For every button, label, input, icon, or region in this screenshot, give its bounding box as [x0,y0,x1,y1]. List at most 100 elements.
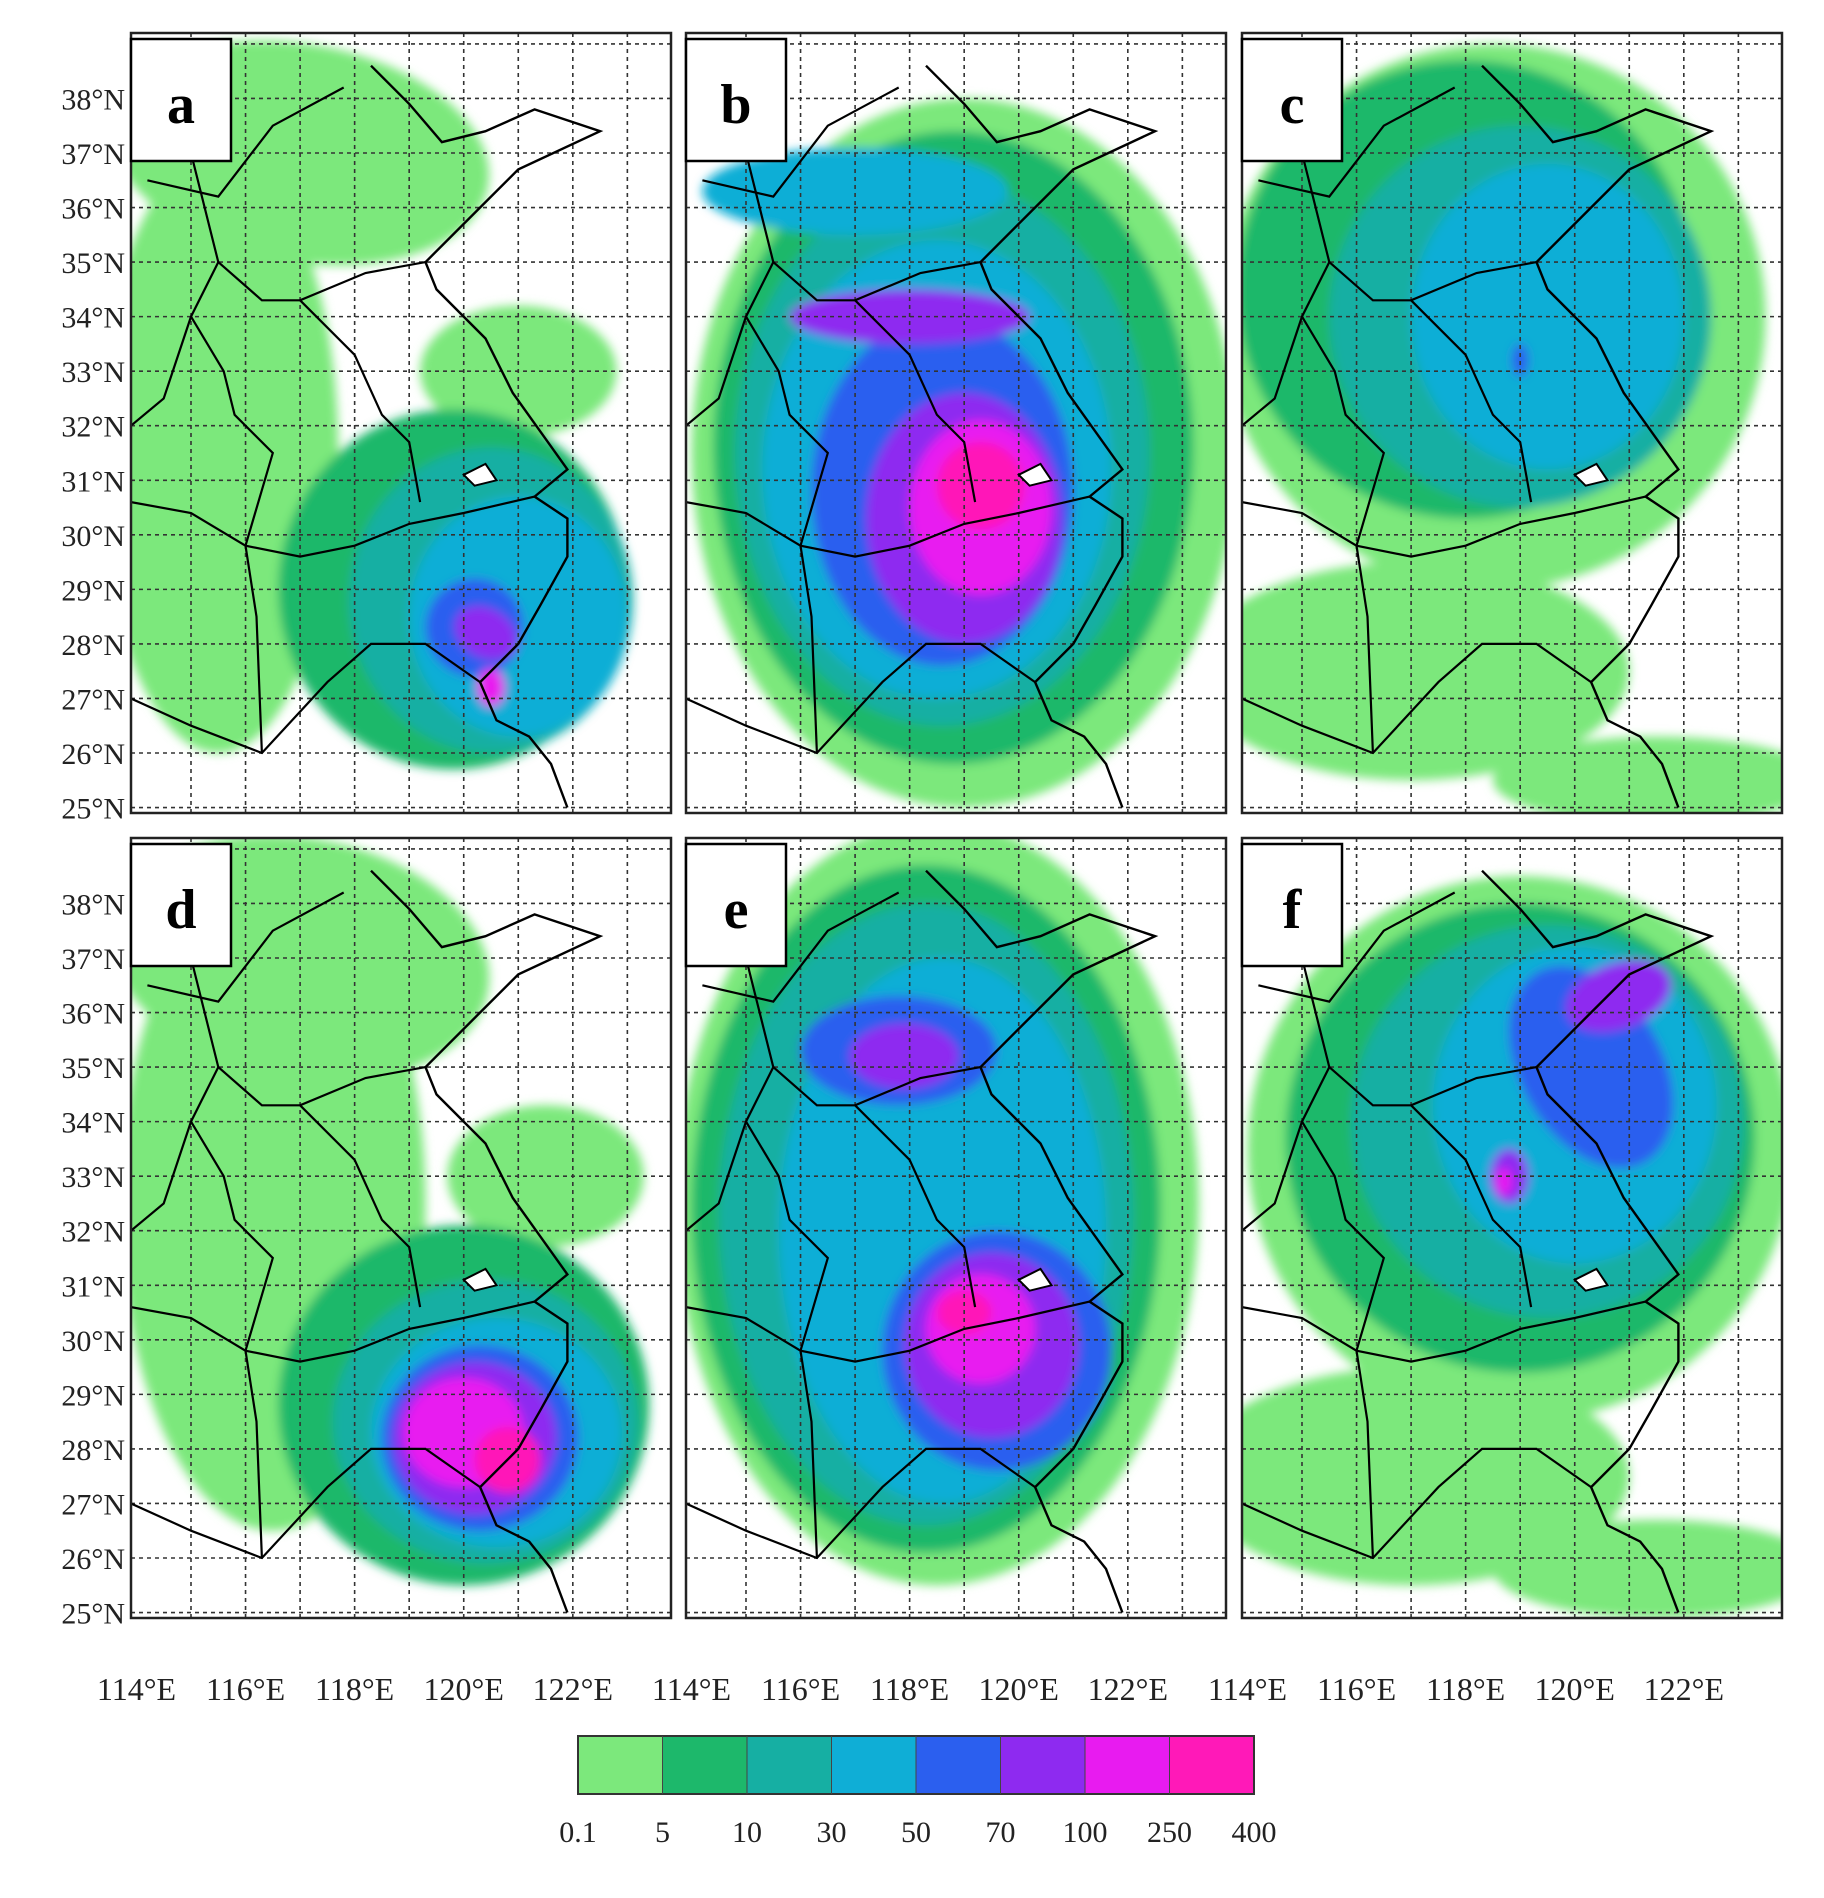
lat-lon-grid [1242,838,1782,1618]
lat-tick-label: 31°N [61,1270,125,1303]
lon-tick-label: 122°E [1088,1671,1168,1707]
province-border [854,299,977,503]
boundaries [131,54,604,808]
lat-tick-label: 31°N [61,465,125,498]
lat-tick-label: 29°N [61,574,125,607]
lon-tick-label: 116°E [1317,1671,1396,1707]
coastline [925,869,1159,1613]
lat-tick-label: 32°N [61,1216,125,1249]
rain-area-8 [1242,1367,1630,1586]
province-border [131,1447,481,1560]
province-border [190,316,275,547]
panel-letter: b [720,74,751,136]
colorbar-swatch [578,1736,663,1794]
province-border [1410,299,1533,503]
province-border [686,642,1036,755]
colorbar-level-label: 50 [901,1816,931,1849]
lat-tick-label: 38°N [61,888,125,921]
lat-tick-label: 25°N [61,793,125,826]
province-border [244,545,263,754]
colorbar-level-label: 0.1 [559,1816,597,1849]
panel-letter-box [684,37,788,163]
province-border [147,86,345,198]
rain-area-4 [1512,343,1529,377]
province-border [686,1447,1036,1560]
lat-tick-label: 27°N [61,683,125,716]
coastline [370,64,604,808]
panel-letter: c [1280,74,1305,136]
province-border [1242,495,1646,558]
lon-tick-label: 122°E [1644,1671,1724,1707]
lat-tick-label: 35°N [61,1052,125,1085]
rain-area-9 [702,147,1008,235]
lon-tick-label: 114°E [97,1671,176,1707]
province-border [299,1104,422,1308]
rain-area-5 [1242,562,1630,781]
colorbar-swatch [747,1736,832,1794]
province-border [1242,642,1592,755]
colorbar-swatch [916,1736,1001,1794]
colorbar-level-label: 70 [986,1816,1016,1849]
lat-tick-label: 25°N [61,1598,125,1631]
boundaries [1242,859,1715,1613]
lake-taihu [1573,462,1610,487]
rain-area-5 [1565,960,1671,1033]
coastline [1481,64,1715,808]
colorbar-swatch [1000,1736,1086,1794]
panel-frame [684,836,1228,1620]
rain-area-6 [1492,736,1782,813]
colorbar-swatch [831,1736,917,1794]
map-panel-a: a [129,31,673,815]
lon-tick-label: 116°E [761,1671,840,1707]
colorbar-level-label: 250 [1147,1816,1192,1849]
lon-tick-label: 122°E [533,1671,613,1707]
province-border [686,1300,1090,1363]
lat-tick-label: 34°N [61,302,125,335]
map-panel-d: d [129,836,673,1620]
panel-letter-box [684,842,788,968]
lon-tick-label: 118°E [1426,1671,1505,1707]
lat-tick-label: 26°N [61,1543,125,1576]
lat-tick-label: 38°N [61,83,125,116]
province-border [1258,86,1456,198]
province-border [1301,316,1386,547]
lon-tick-label: 120°E [979,1671,1059,1707]
map-panels: a b c d e f [129,31,1784,1620]
panel-letter-box [129,37,233,163]
lake-taihu [1017,1267,1054,1292]
coastline [925,64,1159,808]
rainfall-field [686,838,1199,1586]
lat-lon-grid [1242,33,1782,813]
map-panel-e: e [684,836,1228,1620]
colorbar-swatch [662,1736,748,1794]
lat-tick-label: 28°N [61,629,125,662]
panel-frame [1240,836,1784,1620]
lat-tick-label: 36°N [61,998,125,1031]
province-border [702,891,900,1003]
province-border [854,1104,977,1308]
panel-letter-box [1240,842,1344,968]
province-border [1355,545,1374,754]
coastline [370,869,604,1613]
colorbar-level-label: 5 [655,1816,670,1849]
province-border [1242,1300,1646,1363]
province-border [745,316,830,547]
province-border [131,1300,535,1363]
colorbar-level-label: 400 [1232,1816,1277,1849]
lat-lon-grid [686,33,1226,813]
province-border [244,1350,263,1559]
panel-letter: f [1283,879,1303,941]
province-border [799,1350,818,1559]
lon-tick-label: 114°E [652,1671,731,1707]
rain-area-7 [936,442,1025,530]
axis-labels: 25°N 26°N 27°N 28°N 29°N 30°N 31°N 32°N 33°N 34°N… [61,83,1724,1707]
lon-tick-label: 118°E [870,1671,949,1707]
colorbar: 0.1 5 10 30 50 70 100 250 400 [559,1735,1277,1849]
colorbar-swatch [1169,1736,1255,1794]
province-border [799,545,818,754]
lat-tick-label: 28°N [61,1434,125,1467]
lake-taihu [462,462,499,487]
lat-lon-grid [131,838,671,1618]
province-border [745,1121,830,1352]
province-border [1258,891,1456,1003]
